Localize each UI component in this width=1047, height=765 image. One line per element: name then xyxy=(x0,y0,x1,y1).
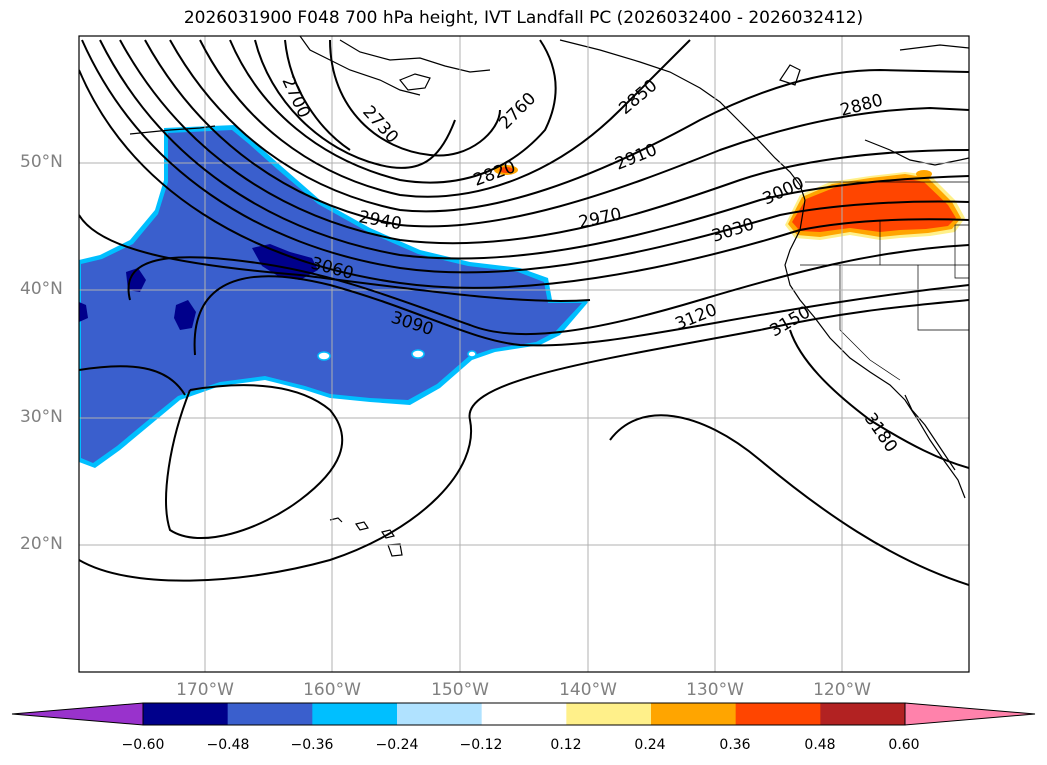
anomaly-hole xyxy=(317,351,331,361)
coastlines xyxy=(129,36,969,557)
lon-label-130w: 130°W xyxy=(686,680,744,700)
colorbar-box xyxy=(143,703,229,725)
colorbar-tick: 0.60 xyxy=(888,737,920,753)
colorbar-tick: −0.48 xyxy=(206,737,250,753)
colorbar-extend-min xyxy=(11,702,144,726)
colorbar-box xyxy=(651,703,737,725)
colorbar-frame xyxy=(142,702,906,726)
colorbar-tick: −0.60 xyxy=(121,737,165,753)
colorbar-tick: −0.36 xyxy=(290,737,334,753)
colorbar-tick: −0.24 xyxy=(375,737,419,753)
colorbar-box xyxy=(481,703,567,725)
colorbar-tick: −0.12 xyxy=(459,737,503,753)
colorbar-box xyxy=(735,703,821,725)
anomaly-hole xyxy=(467,350,477,358)
lat-label-40n: 40°N xyxy=(20,279,63,299)
colorbar-box xyxy=(227,703,313,725)
map-title: 2026031900 F048 700 hPa height, IVT Land… xyxy=(183,8,864,28)
colorbar-box xyxy=(566,703,652,725)
gridlines xyxy=(79,36,969,672)
colorbar-tick: 0.48 xyxy=(804,737,836,753)
colorbar-tick: 0.12 xyxy=(550,737,582,753)
lon-label-170w: 170°W xyxy=(176,680,234,700)
lon-label-150w: 150°W xyxy=(431,680,489,700)
map-panel: 2700 2730 2760 2820 2850 2880 2910 2940 … xyxy=(78,35,970,673)
colorbar-tick: 0.24 xyxy=(634,737,666,753)
negative-anomaly-core xyxy=(126,268,146,292)
anomaly-hole xyxy=(411,349,425,359)
lat-label-30n: 30°N xyxy=(20,407,63,427)
negative-anomaly-core xyxy=(79,302,88,322)
negative-anomaly-core xyxy=(174,300,196,330)
lon-label-160w: 160°W xyxy=(303,680,361,700)
colorbar-extend-max xyxy=(904,702,1036,726)
positive-anomaly-small xyxy=(499,167,513,173)
colorbar-tick: 0.36 xyxy=(719,737,751,753)
lon-label-140w: 140°W xyxy=(559,680,617,700)
positive-anomaly-small xyxy=(916,170,932,178)
colorbar-box xyxy=(397,703,483,725)
lon-label-120w: 120°W xyxy=(813,680,871,700)
height-contours xyxy=(79,39,969,586)
lat-label-20n: 20°N xyxy=(20,534,63,554)
lat-label-50n: 50°N xyxy=(20,152,63,172)
colorbar-box xyxy=(820,703,906,725)
map-frame xyxy=(78,35,970,673)
colorbar-box xyxy=(312,703,398,725)
